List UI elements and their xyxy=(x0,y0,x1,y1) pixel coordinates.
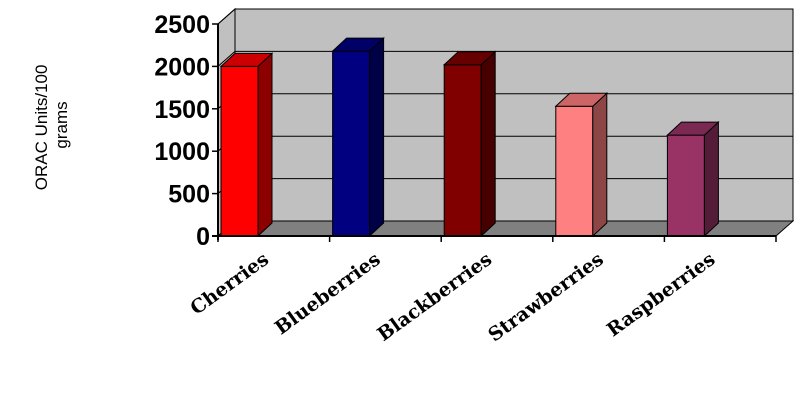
y-tick-label: 1500 xyxy=(154,96,210,124)
bar xyxy=(442,50,497,238)
bar-side xyxy=(703,120,719,238)
y-axis-label-line-1: ORAC Units/100 xyxy=(32,65,51,191)
bar-side xyxy=(592,92,608,238)
y-tick-label: 2500 xyxy=(154,11,210,39)
bar-side xyxy=(480,50,496,238)
bar-front xyxy=(220,65,259,237)
bar-front xyxy=(555,105,594,237)
bar-top xyxy=(442,51,497,66)
y-tick-labels: 0 500 1000 1500 2000 2500 xyxy=(154,11,210,251)
bar-top xyxy=(219,52,274,67)
bar-top xyxy=(666,121,720,136)
bars xyxy=(219,36,720,238)
y-axis-label-line-2: grams xyxy=(52,101,71,148)
bar xyxy=(219,52,274,238)
bar-top xyxy=(331,37,385,52)
bar-front xyxy=(666,134,705,237)
x-tick-label: Blueberries xyxy=(271,248,385,339)
x-tick-labels: CherriesBlueberriesBlackberriesStrawberr… xyxy=(186,248,719,346)
x-tick-label: Blackberries xyxy=(373,248,496,346)
x-tick-label: Raspberries xyxy=(603,248,719,341)
bar xyxy=(331,36,385,238)
bar-top xyxy=(554,92,609,107)
bar-side xyxy=(369,36,385,238)
y-tick-label: 0 xyxy=(196,223,210,251)
y-axis-label: ORAC Units/100 grams xyxy=(32,60,71,190)
bar-front xyxy=(443,64,482,237)
x-tick-label: Strawberries xyxy=(484,248,607,346)
y-tick-label: 500 xyxy=(168,181,210,209)
y-tick-label: 2000 xyxy=(154,53,210,81)
y-tick-label: 1000 xyxy=(154,138,210,166)
bar-front xyxy=(332,50,371,237)
bar-side xyxy=(257,52,273,238)
gridline xyxy=(217,50,793,67)
bar xyxy=(554,92,609,238)
bar xyxy=(666,120,720,238)
axes xyxy=(212,23,777,242)
gridline xyxy=(217,8,793,25)
x-tick-label: Cherries xyxy=(186,248,273,319)
